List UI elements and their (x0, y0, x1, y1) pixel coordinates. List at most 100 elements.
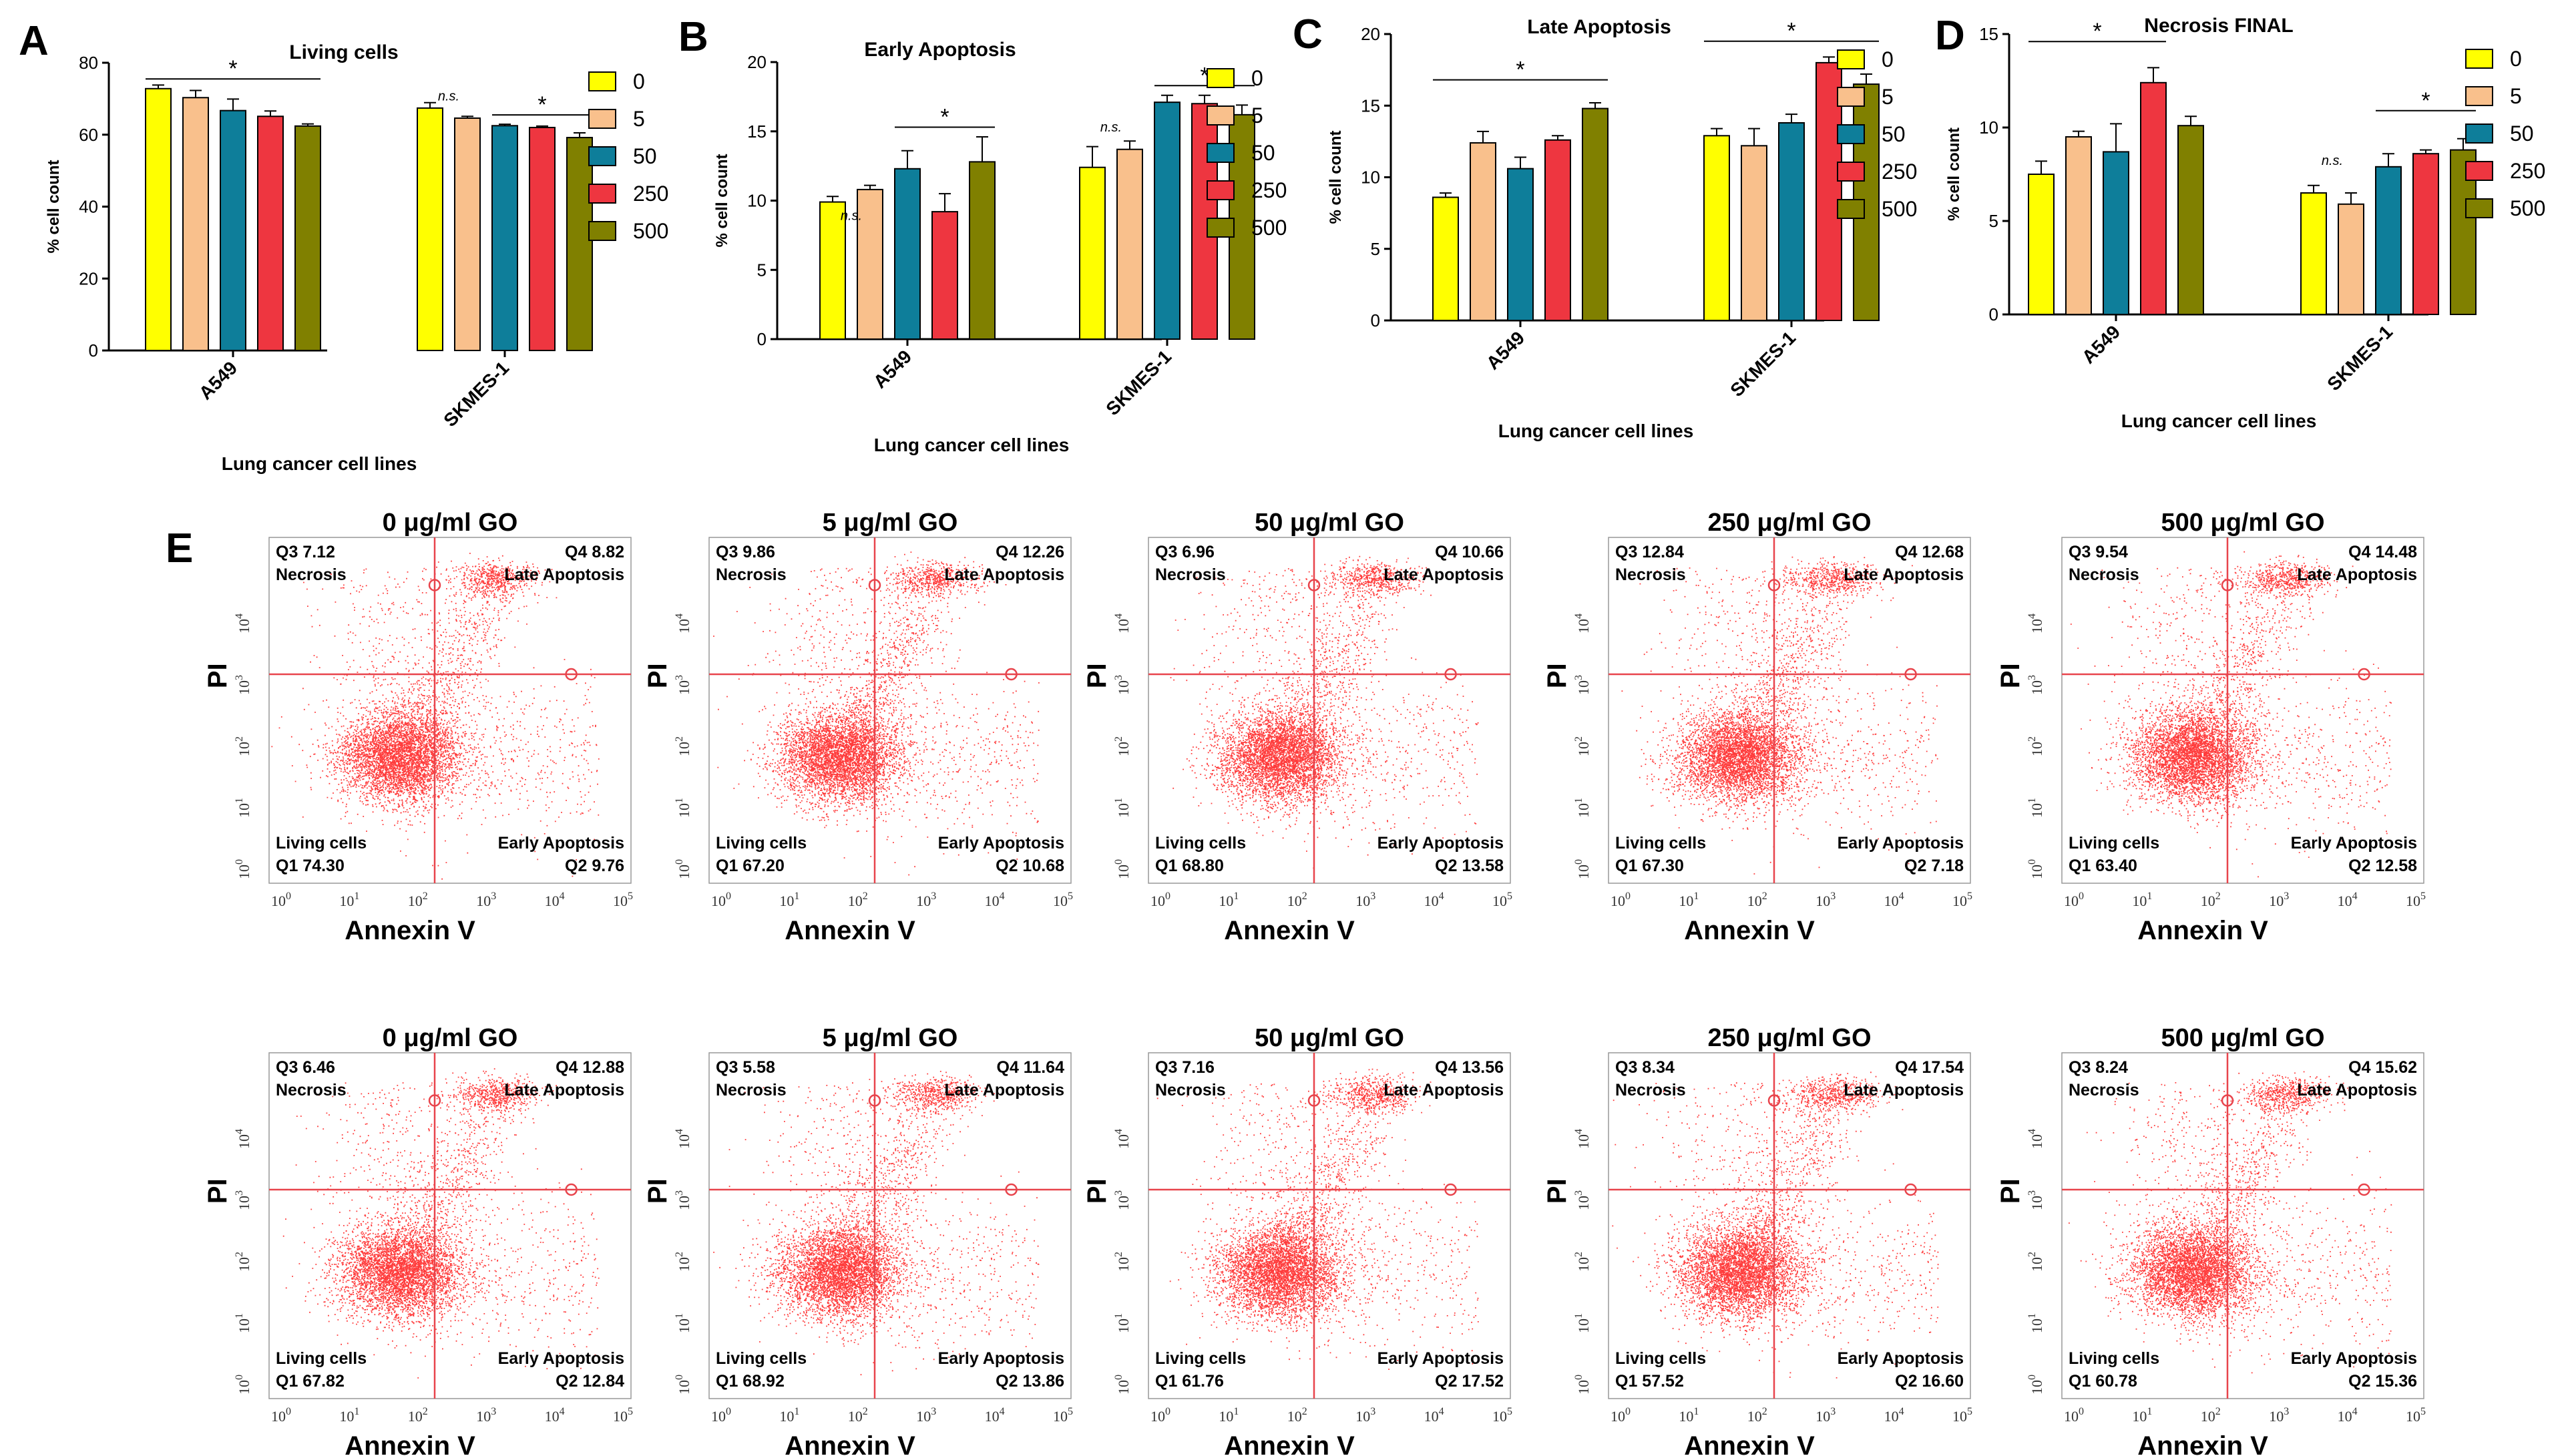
event-dots (1612, 1071, 1939, 1379)
y-tick-exponent: 0 (1573, 1375, 1584, 1380)
y-tick-exponent: 4 (234, 1129, 245, 1134)
y-axis-label: PI (203, 663, 232, 688)
necrosis-label: Necrosis (276, 565, 347, 584)
bar-a549-250 (931, 211, 958, 340)
bar-a549-0 (819, 201, 846, 340)
y-tick-exponent: 4 (234, 614, 245, 619)
x-tick-label: 101 (2132, 891, 2152, 909)
y-tick-label: 20 (747, 52, 767, 72)
y-tick-label: 102 (2026, 736, 2045, 756)
x-tick-exponent: 4 (2352, 1406, 2358, 1417)
y-tick-label: 101 (1113, 1313, 1132, 1333)
legend-swatch-500 (1837, 199, 1865, 219)
q4-value: Q4 10.66 (1435, 543, 1504, 561)
flow-plot-skmes1-3: 250 μg/ml GO Q3 8.34 Necrosis Q4 17.54 Late … (1542, 1024, 1972, 1456)
y-tick-label: 60 (79, 125, 98, 145)
x-tick-exponent: 1 (1693, 891, 1699, 902)
y-axis-label: % cell count (713, 154, 731, 247)
living-cells-label: Living cells (276, 1349, 367, 1368)
y-axis-label: PI (1542, 1178, 1572, 1204)
gate-handle-right (2358, 668, 2370, 681)
q3-value: Q3 8.24 (2069, 1058, 2128, 1077)
x-axis-label: Annexin V (1684, 1431, 1815, 1456)
plot-frame (1148, 1052, 1511, 1399)
y-tick-label: 20 (79, 268, 98, 288)
y-axis-label: % cell count (1327, 130, 1345, 224)
legend-label-250: 250 (2510, 159, 2545, 183)
chart-title: Living cells (289, 41, 398, 63)
bar-skmes-1-50 (2375, 166, 2402, 315)
q3-value: Q3 5.58 (716, 1058, 775, 1077)
y-axis-label: PI (1542, 663, 1572, 688)
x-tick-label: 104 (1424, 891, 1444, 909)
y-tick-label: 0 (89, 340, 98, 360)
gate-handle-right (1444, 1183, 1457, 1196)
x-tick-label: 100 (711, 891, 731, 909)
legend-swatch-5 (1207, 105, 1235, 126)
x-tick-exponent: 5 (1507, 1406, 1512, 1417)
x-tick-label: 105 (1053, 891, 1073, 909)
bar-a549-500 (1582, 107, 1609, 321)
x-tick-exponent: 0 (2079, 891, 2084, 902)
y-tick-exponent: 0 (1113, 859, 1124, 865)
gate-handle-right (1904, 668, 1917, 681)
legend-label-50: 50 (1882, 122, 1906, 146)
q4-value: Q4 12.68 (1895, 543, 1964, 561)
y-axis-label: PI (643, 1178, 672, 1204)
bar-skmes-1-50 (1778, 122, 1805, 322)
gate-handle-right (565, 668, 578, 681)
x-tick-exponent: 3 (1830, 891, 1836, 902)
x-tick-label: 104 (2338, 891, 2358, 909)
event-dots (282, 1068, 600, 1379)
early-apoptosis-label: Early Apoptosis (498, 1349, 624, 1368)
q2-value: Q2 9.76 (565, 857, 624, 875)
flow-plot-skmes1-0: 0 μg/ml GO Q3 6.46 Necrosis Q4 12.88 Late Ap… (203, 1024, 633, 1456)
gate-handle-right (1904, 1183, 1917, 1196)
x-tick-label: 101 (779, 891, 799, 909)
y-tick-exponent: 1 (674, 1313, 685, 1318)
x-tick-label: 105 (613, 891, 633, 909)
x-tick-label: 104 (985, 891, 1005, 909)
q4-value: Q4 15.62 (2348, 1058, 2417, 1077)
x-axis-label: Lung cancer cell lines (222, 453, 417, 474)
legend-label-250: 250 (1882, 160, 1917, 184)
living-cells-label: Living cells (1155, 834, 1246, 853)
gate-handle-top (2221, 579, 2234, 591)
y-tick-label: 101 (234, 1313, 252, 1333)
y-tick-label: 20 (1361, 24, 1380, 44)
x-axis-label: Lung cancer cell lines (874, 435, 1070, 455)
legend-swatch-0 (2465, 49, 2493, 69)
x-tick-label: 100 (271, 1406, 291, 1425)
x-axis-label: Annexin V (2137, 916, 2268, 945)
ns-label: n.s. (841, 209, 862, 224)
y-tick-exponent: 4 (1113, 1129, 1124, 1134)
x-tick-exponent: 2 (423, 1406, 428, 1417)
legend-label-250: 250 (633, 182, 668, 206)
legend-swatch-50 (1207, 143, 1235, 163)
gate-handle-top (1767, 579, 1781, 591)
event-dots (1621, 556, 1938, 875)
late-apoptosis-label: Late Apoptosis (944, 565, 1064, 584)
legend-label-5: 5 (1251, 103, 1263, 128)
living-cells-label: Living cells (716, 1349, 807, 1368)
x-tick-exponent: 4 (560, 891, 565, 902)
x-tick-exponent: 0 (286, 1406, 291, 1417)
y-tick-exponent: 2 (674, 1252, 685, 1257)
y-tick-label: 104 (1573, 1129, 1592, 1149)
plot-frame (268, 1052, 632, 1399)
flow-plot-title: 50 μg/ml GO (1255, 509, 1404, 537)
y-tick-exponent: 0 (1113, 1375, 1124, 1380)
q2-value: Q2 7.18 (1904, 857, 1964, 875)
x-tick-exponent: 5 (2420, 1406, 2426, 1417)
bar-skmes-1-0 (1703, 135, 1730, 321)
x-tick-exponent: 0 (726, 1406, 731, 1417)
q3-value: Q3 6.46 (276, 1058, 335, 1077)
x-tick-label: 104 (1884, 1406, 1904, 1425)
early-apoptosis-label: Early Apoptosis (1377, 1349, 1504, 1368)
bar-a549-5 (857, 188, 883, 340)
bar-a549-50 (220, 109, 246, 351)
y-tick-label: 101 (234, 798, 252, 818)
y-tick-label: 100 (2026, 859, 2045, 879)
living-cells-label: Living cells (1155, 1349, 1246, 1368)
x-tick-exponent: 1 (1233, 891, 1239, 902)
